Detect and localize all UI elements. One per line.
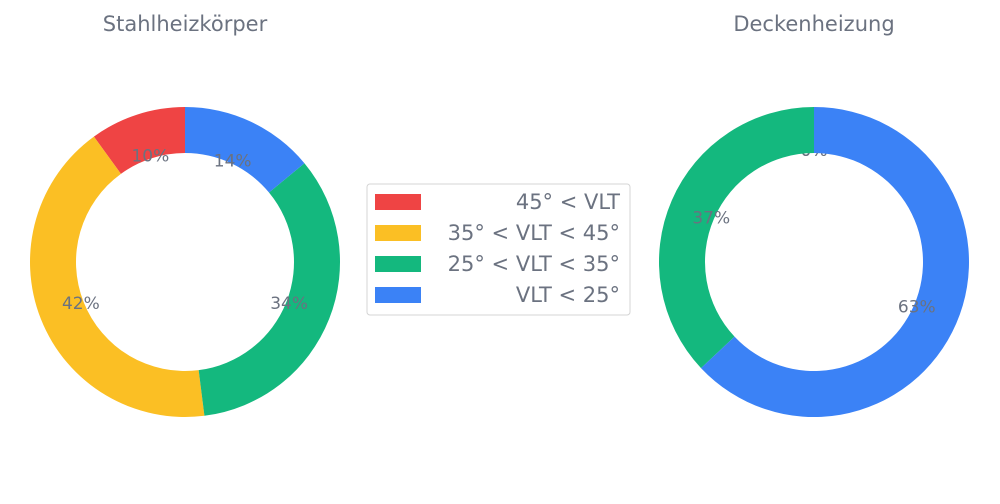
slice-label-vlt-lt-25: 63% (898, 297, 936, 317)
legend-frame (366, 183, 631, 316)
slice-25-lt-vlt-lt-35 (659, 107, 814, 369)
slice-45-lt-vlt (93, 107, 185, 174)
slice-vlt-lt-25 (701, 107, 970, 418)
donut-stahlheizkoerper: 10% 42% 34% 14% (30, 107, 340, 418)
chart-title-stahlheizkoerper: Stahlheizkörper (103, 12, 268, 36)
slice-label-45-lt-vlt: 10% (131, 146, 169, 166)
slice-label-25-lt-vlt-lt-35: 37% (692, 209, 730, 229)
donut-deckenheizung: 0%0%37%63% (659, 107, 970, 418)
legend-label-25-lt-vlt-lt-35: 25° < VLT < 35° (448, 252, 620, 276)
slice-label-25-lt-vlt-lt-35: 34% (270, 294, 308, 314)
legend-label-45-lt-vlt: 45° < VLT (516, 190, 620, 214)
slice-label-35-lt-vlt-lt-45: 42% (62, 294, 100, 314)
legend-swatch-vlt-lt-25 (375, 287, 421, 303)
legend-label-vlt-lt-25: VLT < 25° (516, 283, 620, 307)
chart-title-deckenheizung: Deckenheizung (733, 12, 894, 36)
legend-swatch-25-lt-vlt-lt-35 (375, 256, 421, 272)
slice-label-vlt-lt-25: 14% (214, 152, 252, 172)
legend-swatch-45-lt-vlt (375, 194, 421, 210)
legend-swatch-35-lt-vlt-lt-45 (375, 225, 421, 241)
legend: 45° < VLT 35° < VLT < 45° 25° < VLT < 35° V… (366, 183, 631, 316)
legend-label-35-lt-vlt-lt-45: 35° < VLT < 45° (448, 221, 620, 245)
slice-25-lt-vlt-lt-35 (198, 163, 340, 416)
slice-vlt-lt-25 (185, 107, 305, 193)
slice-35-lt-vlt-lt-45 (30, 136, 205, 418)
